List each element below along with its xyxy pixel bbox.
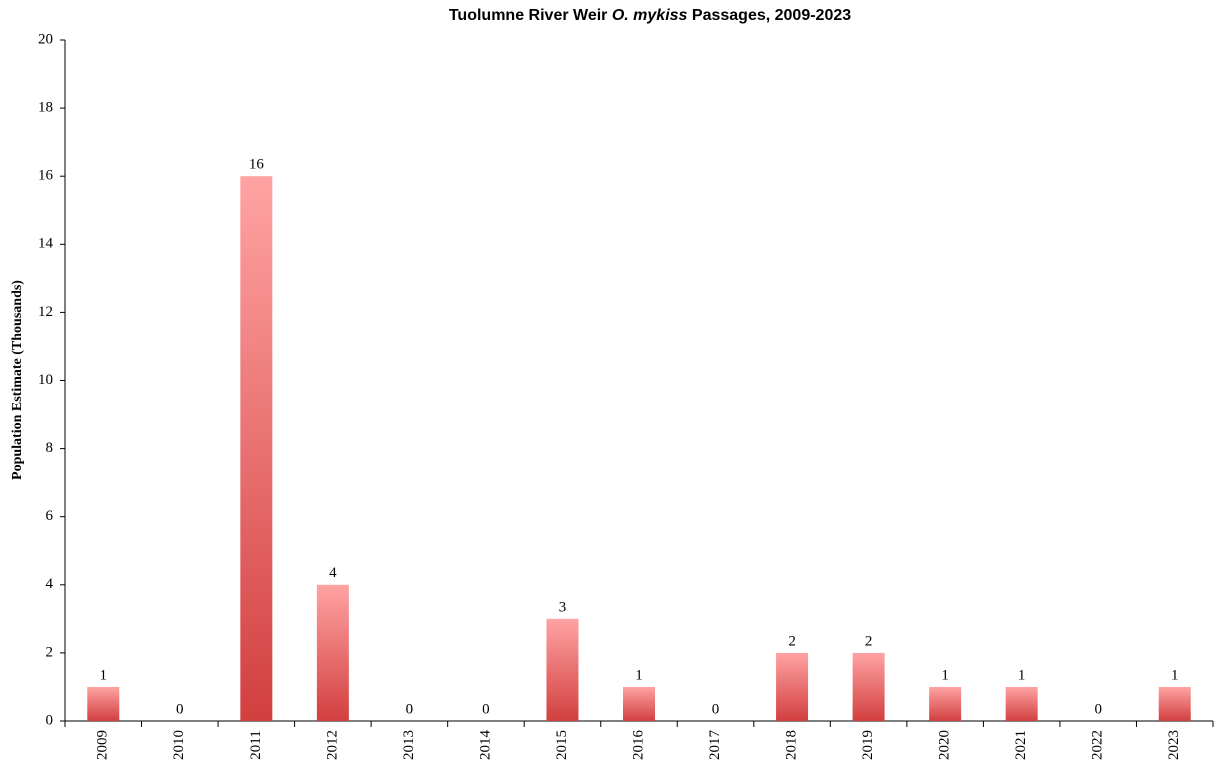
bar <box>546 618 579 721</box>
value-label: 0 <box>712 701 720 717</box>
x-tick-label: 2023 <box>1166 730 1182 760</box>
bar <box>240 176 273 721</box>
x-tick-label: 2015 <box>554 730 570 760</box>
y-tick-label: 6 <box>46 508 54 524</box>
value-label: 0 <box>482 701 490 717</box>
chart-title: Tuolumne River Weir O. mykiss Passages, … <box>449 7 851 24</box>
x-tick-label: 2010 <box>171 730 187 760</box>
x-tick-label: 2012 <box>324 730 340 760</box>
value-label: 1 <box>100 667 108 683</box>
y-tick-label: 16 <box>38 168 54 184</box>
value-label: 1 <box>1018 667 1026 683</box>
y-tick-label: 10 <box>38 372 53 388</box>
y-axis-title: Population Estimate (Thousands) <box>10 280 25 480</box>
x-tick-label: 2009 <box>95 730 111 760</box>
value-label: 2 <box>788 633 796 649</box>
y-tick-label: 20 <box>38 31 53 47</box>
bar <box>316 584 349 721</box>
value-label: 1 <box>635 667 643 683</box>
y-tick-label: 18 <box>38 100 53 116</box>
x-tick-label: 2019 <box>860 730 876 760</box>
bar <box>1158 686 1191 721</box>
y-tick-label: 14 <box>38 236 54 252</box>
x-tick-label: 2013 <box>401 730 417 760</box>
bar <box>623 686 655 721</box>
value-label: 4 <box>329 565 337 581</box>
y-tick-label: 4 <box>46 576 54 592</box>
x-tick-label: 2017 <box>707 730 723 761</box>
bar <box>87 686 120 721</box>
value-label: 1 <box>1171 667 1179 683</box>
bar <box>929 686 962 721</box>
x-tick-label: 2011 <box>248 730 264 759</box>
y-tick-label: 0 <box>46 712 54 728</box>
x-tick-label: 2016 <box>630 730 646 761</box>
value-label: 0 <box>176 701 184 717</box>
bar <box>776 652 809 721</box>
x-tick-label: 2014 <box>477 730 493 761</box>
bar <box>852 652 885 721</box>
x-tick-label: 2020 <box>937 730 953 760</box>
value-label: 16 <box>249 157 265 173</box>
x-tick-label: 2021 <box>1013 730 1029 760</box>
value-label: 3 <box>559 599 567 615</box>
x-tick-label: 2018 <box>784 730 800 760</box>
value-label: 2 <box>865 633 873 649</box>
x-tick-label: 2022 <box>1090 730 1106 760</box>
value-label: 0 <box>406 701 414 717</box>
y-tick-label: 2 <box>46 644 54 660</box>
y-tick-label: 8 <box>46 440 54 456</box>
value-label: 1 <box>941 667 949 683</box>
y-tick-label: 12 <box>38 304 53 320</box>
value-label: 0 <box>1094 701 1102 717</box>
bar <box>1005 686 1038 721</box>
